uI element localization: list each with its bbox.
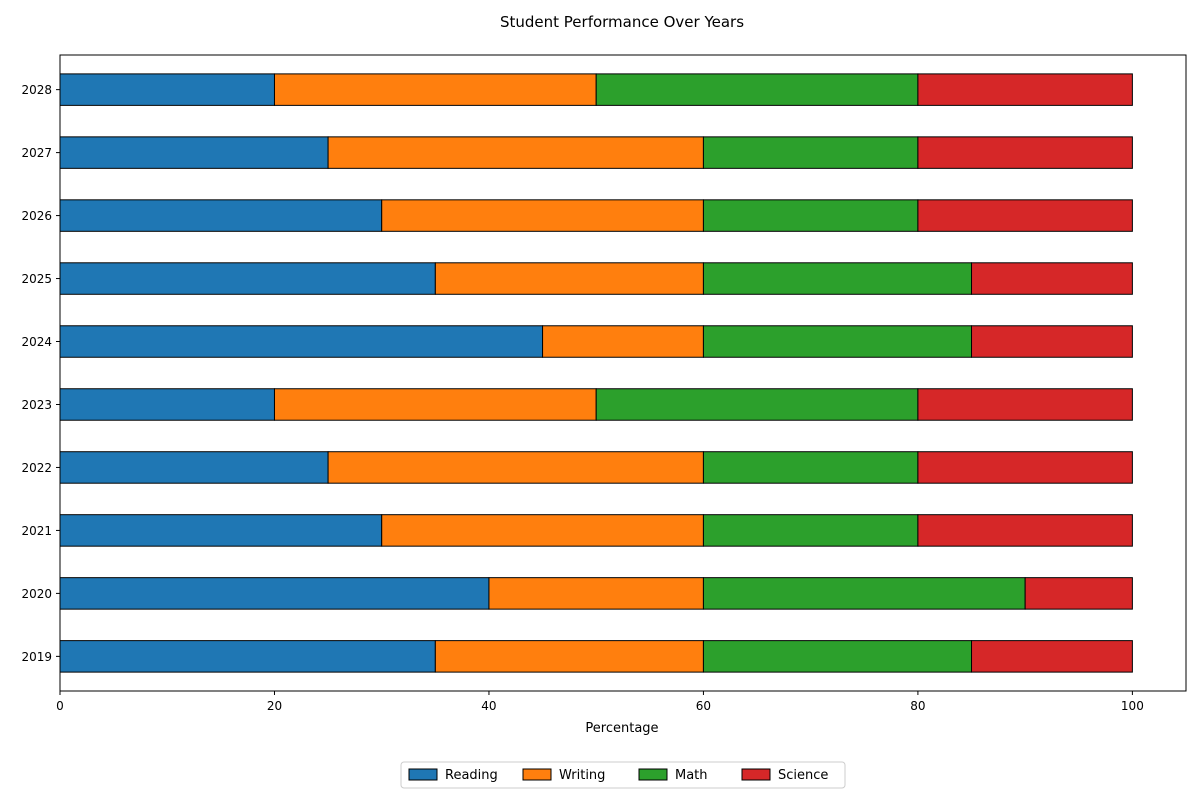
plot-area-frame — [59, 54, 1187, 692]
bar-writing-2026 — [381, 199, 704, 232]
bar-reading-2023 — [59, 388, 275, 421]
legend-box — [400, 761, 846, 789]
y-tick-label-2021: 2021 — [21, 524, 52, 538]
bar-writing-2028 — [273, 73, 597, 106]
bar-writing-2023 — [273, 388, 597, 421]
x-tick-label-40: 40 — [481, 699, 496, 713]
legend-label-writing: Writing — [559, 768, 605, 783]
x-tick-label-0: 0 — [56, 699, 64, 713]
x-tick-label-60: 60 — [696, 699, 711, 713]
bar-math-2023 — [595, 388, 919, 421]
y-axis-ticks: 2019 2020 2021 2022 2023 2024 2025 2026 2027 2028 — [21, 83, 60, 664]
x-tick-label-20: 20 — [267, 699, 282, 713]
bar-reading-2019 — [59, 640, 436, 673]
bars-layer — [59, 73, 1133, 673]
bar-writing-2020 — [488, 577, 704, 610]
x-tick-label-80: 80 — [910, 699, 925, 713]
bar-math-2019 — [702, 640, 973, 673]
bar-science-2020 — [1024, 577, 1133, 610]
bar-reading-2022 — [59, 451, 329, 484]
bar-science-2022 — [917, 451, 1133, 484]
x-tick-label-100: 100 — [1121, 699, 1144, 713]
bar-reading-2026 — [59, 199, 383, 232]
bar-math-2026 — [702, 199, 919, 232]
bar-math-2020 — [702, 577, 1026, 610]
bar-science-2023 — [917, 388, 1133, 421]
y-tick-label-2023: 2023 — [21, 398, 52, 412]
bar-writing-2021 — [381, 514, 704, 547]
bar-writing-2027 — [327, 136, 704, 169]
bar-science-2024 — [971, 325, 1133, 358]
bar-writing-2022 — [327, 451, 704, 484]
bar-math-2024 — [702, 325, 973, 358]
y-tick-label-2024: 2024 — [21, 335, 52, 349]
x-axis-label: Percentage — [585, 721, 658, 736]
bar-reading-2024 — [59, 325, 544, 358]
bar-math-2021 — [702, 514, 919, 547]
bar-science-2021 — [917, 514, 1133, 547]
bar-science-2026 — [917, 199, 1133, 232]
bar-writing-2019 — [434, 640, 704, 673]
bar-science-2027 — [917, 136, 1133, 169]
bar-math-2022 — [702, 451, 919, 484]
bar-reading-2027 — [59, 136, 329, 169]
legend-label-reading: Reading — [445, 768, 498, 783]
legend-swatch-reading — [408, 768, 438, 781]
bar-reading-2028 — [59, 73, 275, 106]
y-tick-label-2020: 2020 — [21, 587, 52, 601]
bar-writing-2024 — [542, 325, 704, 358]
x-axis-ticks: 0 20 40 60 80 100 — [56, 691, 1144, 713]
bar-math-2027 — [702, 136, 919, 169]
bar-math-2028 — [595, 73, 919, 106]
bar-math-2025 — [702, 262, 973, 295]
bar-reading-2020 — [59, 577, 490, 610]
legend: Reading Writing Math Science — [400, 761, 846, 789]
bar-science-2025 — [971, 262, 1133, 295]
y-tick-label-2022: 2022 — [21, 461, 52, 475]
legend-swatch-math — [638, 768, 668, 781]
legend-swatch-writing — [522, 768, 552, 781]
bar-reading-2021 — [59, 514, 383, 547]
bar-reading-2025 — [59, 262, 436, 295]
y-tick-label-2026: 2026 — [21, 209, 52, 223]
legend-swatch-science — [741, 768, 771, 781]
y-tick-label-2027: 2027 — [21, 146, 52, 160]
legend-label-science: Science — [778, 768, 828, 783]
legend-label-math: Math — [675, 768, 708, 783]
chart-title: Student Performance Over Years — [500, 13, 744, 31]
y-tick-label-2028: 2028 — [21, 83, 52, 97]
bar-writing-2025 — [434, 262, 704, 295]
y-tick-label-2025: 2025 — [21, 272, 52, 286]
bar-science-2019 — [971, 640, 1133, 673]
y-tick-label-2019: 2019 — [21, 650, 52, 664]
bar-science-2028 — [917, 73, 1133, 106]
